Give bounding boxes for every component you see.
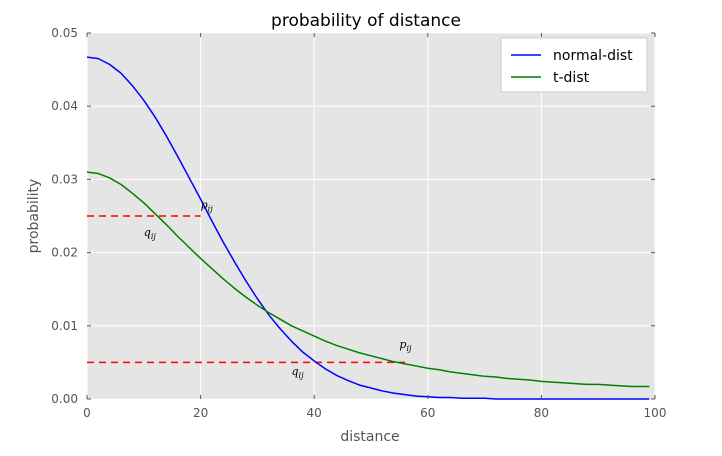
legend-box (500, 37, 648, 93)
x-axis-label: distance (340, 429, 399, 445)
series-line-normal-dist (86, 56, 650, 400)
x-tick-label: 0 (83, 406, 91, 420)
annotations: pij qij pij qij (144, 199, 412, 380)
reference-lines (87, 215, 406, 364)
annotation-label: qij (144, 226, 157, 241)
legend: normal-dist t-dist (500, 37, 648, 93)
legend-label-normal-dist: normal-dist (553, 48, 633, 64)
axis-ticks: 0 20 40 60 80 100 0.00 0.01 0.02 0.03 0.04 0.05 (51, 26, 666, 420)
series-group (86, 56, 650, 400)
y-tick-label: 0.00 (51, 392, 78, 406)
y-tick-label: 0.02 (51, 246, 78, 260)
x-tick-label: 40 (307, 406, 322, 420)
series-line-t-dist (86, 171, 650, 388)
annotation-label: pij (399, 338, 412, 353)
y-axis-label: probability (26, 179, 42, 254)
y-tick-label: 0.04 (51, 99, 78, 113)
x-tick-label: 20 (193, 406, 208, 420)
x-tick-label: 100 (644, 406, 667, 420)
x-tick-label: 80 (534, 406, 549, 420)
annotation-label: pij (201, 199, 214, 214)
y-tick-label: 0.05 (51, 26, 78, 40)
y-tick-label: 0.03 (51, 172, 78, 186)
annotation-label: qij (291, 365, 304, 380)
plot-area (87, 33, 655, 399)
x-tick-label: 60 (420, 406, 435, 420)
y-tick-label: 0.01 (51, 319, 78, 333)
legend-label-t-dist: t-dist (553, 70, 590, 86)
chart-title: probability of distance (271, 11, 461, 31)
